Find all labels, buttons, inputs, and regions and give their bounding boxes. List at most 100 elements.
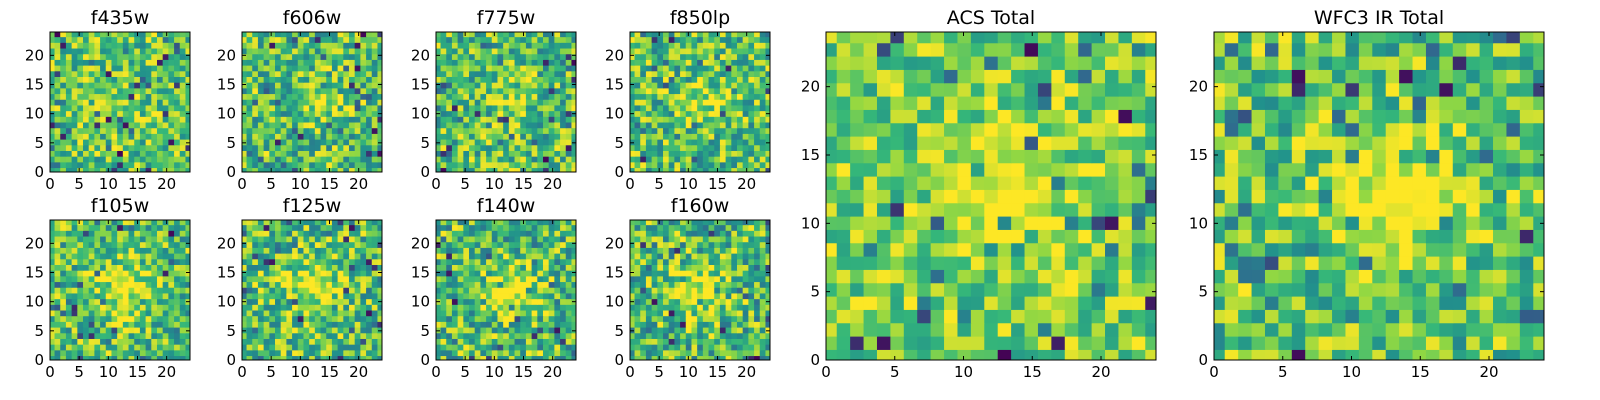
heatmap-cell — [565, 235, 573, 243]
heatmap-cell — [297, 344, 305, 351]
heatmap-cell — [451, 127, 459, 134]
heatmap-cell — [246, 230, 253, 237]
heatmap-cell — [331, 53, 339, 60]
heatmap-cell — [457, 76, 464, 83]
heatmap-cell — [162, 224, 169, 231]
heatmap-cell — [269, 150, 276, 157]
heatmap-cell — [714, 156, 721, 163]
heatmap-cell — [680, 32, 687, 38]
heatmap-cell — [286, 230, 293, 237]
heatmap-cell — [185, 82, 190, 89]
heatmap-cell — [151, 230, 158, 237]
heatmap-cell — [174, 321, 181, 328]
heatmap-cell — [117, 70, 124, 77]
heatmap-cell — [469, 99, 476, 106]
heatmap-cell — [436, 247, 442, 254]
heatmap-cell — [174, 150, 181, 157]
heatmap-cell — [520, 235, 527, 243]
heatmap-cell — [548, 93, 555, 100]
heatmap-cell — [275, 150, 282, 157]
heatmap-cell — [697, 275, 704, 283]
heatmap-cell — [360, 344, 367, 351]
heatmap-cell — [469, 287, 476, 294]
heatmap-cell — [457, 110, 464, 117]
heatmap-cell — [634, 99, 641, 106]
heatmap-cell — [742, 47, 749, 55]
heatmap-cell — [697, 161, 704, 169]
heatmap-cell — [174, 36, 181, 43]
heatmap-cell — [111, 326, 118, 334]
heatmap-cell — [60, 156, 67, 163]
heatmap-cell — [309, 65, 316, 72]
heatmap-cell — [697, 47, 704, 55]
heatmap-cell — [122, 65, 130, 72]
heatmap-cells — [630, 220, 770, 360]
heatmap-cell — [759, 258, 767, 265]
heatmap-cell — [691, 70, 698, 77]
heatmap-cell — [275, 144, 282, 151]
heatmap-cell — [168, 99, 175, 106]
heatmap-cell — [657, 110, 664, 117]
heatmap-cell — [269, 82, 276, 89]
heatmap-cell — [525, 76, 533, 83]
heatmap-cell — [634, 150, 641, 157]
heatmap-cell — [514, 235, 521, 243]
panel-title: f606w — [283, 7, 342, 29]
heatmap-cell — [50, 70, 56, 77]
heatmap-cell — [645, 258, 653, 265]
heatmap-cell — [674, 315, 681, 322]
heatmap-cell — [542, 304, 550, 311]
heatmap-cell — [630, 241, 636, 248]
heatmap-cell — [280, 138, 287, 146]
heatmap-cell — [463, 235, 470, 243]
heatmap-cell — [151, 241, 158, 248]
heatmap-cell — [252, 281, 259, 288]
heatmap-cell — [156, 42, 164, 49]
heatmap-cell — [122, 93, 130, 100]
heatmap-cell — [474, 70, 481, 77]
heatmap-cell — [480, 70, 487, 77]
heatmap-cell — [337, 292, 344, 300]
heatmap-cell — [246, 298, 253, 305]
heatmap-cell — [525, 338, 533, 345]
heatmap-cell — [360, 264, 367, 271]
heatmap-cell — [275, 230, 282, 237]
heatmap-cell — [134, 150, 141, 157]
heatmap-cell — [331, 275, 339, 283]
heatmap-cell — [242, 167, 248, 172]
heatmap-cell — [280, 82, 287, 89]
heatmap-cell — [651, 144, 658, 151]
heatmap-cell — [286, 133, 293, 140]
heatmap-cell — [134, 53, 141, 60]
heatmap-cell — [663, 309, 670, 317]
heatmap-cell — [263, 270, 270, 277]
heatmap-cell — [560, 241, 567, 248]
heatmap-cell — [514, 76, 521, 83]
heatmap-cell — [571, 133, 576, 140]
heatmap-cell — [457, 65, 464, 72]
heatmap-cell — [343, 230, 350, 237]
x-tick-label: 20 — [543, 175, 562, 193]
heatmap-cell — [725, 292, 732, 300]
heatmap-cell — [731, 161, 738, 169]
heatmap-cell — [309, 241, 316, 248]
heatmap-cell — [736, 321, 744, 328]
heatmap-cell — [174, 133, 181, 140]
heatmap-cell — [508, 121, 516, 129]
heatmap-cell — [179, 270, 187, 277]
heatmap-cell — [252, 156, 259, 163]
heatmap-cell — [280, 32, 287, 38]
heatmap-cell — [366, 59, 373, 66]
heatmap-cell — [50, 99, 56, 106]
heatmap-cell — [331, 47, 339, 55]
heatmap-cell — [145, 304, 152, 311]
heatmap-cell — [474, 93, 481, 100]
heatmap-cell — [162, 104, 169, 112]
heatmap-cell — [297, 53, 305, 60]
heatmap-cell — [451, 298, 459, 305]
heatmap-cell — [486, 338, 493, 345]
heatmap-cell — [111, 36, 118, 43]
heatmap-cell — [309, 355, 316, 360]
heatmap-cell — [674, 36, 681, 43]
heatmap-cell — [88, 338, 95, 345]
